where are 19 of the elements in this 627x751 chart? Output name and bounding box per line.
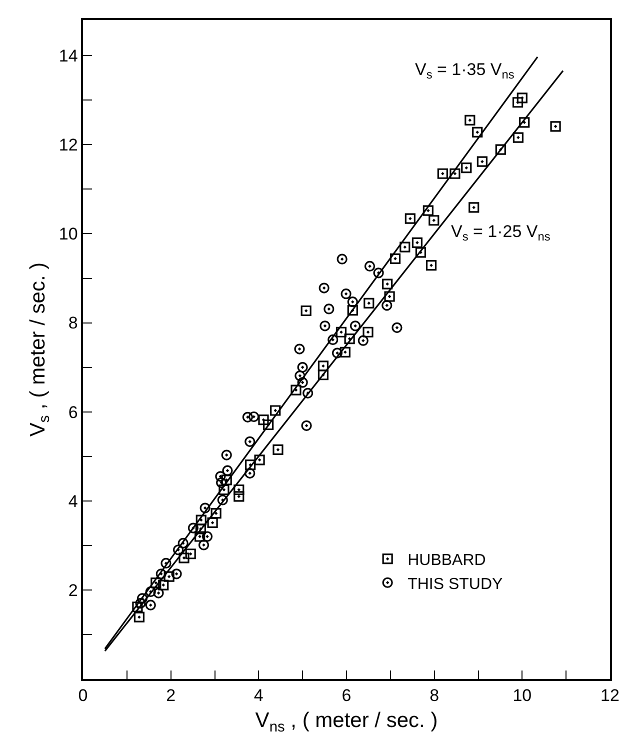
y-tick-label: 14: [58, 46, 78, 66]
series-label: V$_{s}$ = 1·25 V$_{ns}$: [451, 222, 550, 244]
y-tick-label: 6: [68, 402, 78, 422]
y-tick-label: 10: [58, 224, 78, 244]
x-tick-label: 4: [254, 686, 264, 706]
x-tick-label: 12: [600, 686, 620, 706]
legend-label: THIS STUDY: [408, 576, 504, 593]
x-axis-title: V$_{ns}$ , ( meter / sec. ): [255, 708, 438, 736]
x-tick-label: 8: [430, 686, 440, 706]
x-tick-label: 10: [512, 686, 532, 706]
y-tick-label: 4: [68, 492, 78, 511]
y-tick-label: 12: [58, 136, 78, 155]
y-tick-label: 2: [68, 580, 78, 600]
legend-label: HUBBARD: [408, 552, 486, 570]
y-tick-label: 8: [68, 314, 78, 333]
x-tick-label: 0: [78, 686, 88, 706]
x-tick-label: 6: [342, 686, 352, 706]
x-tick-label: 2: [166, 686, 176, 706]
series-label: V$_{s}$ = 1·35 V$_{ns}$: [415, 60, 514, 82]
